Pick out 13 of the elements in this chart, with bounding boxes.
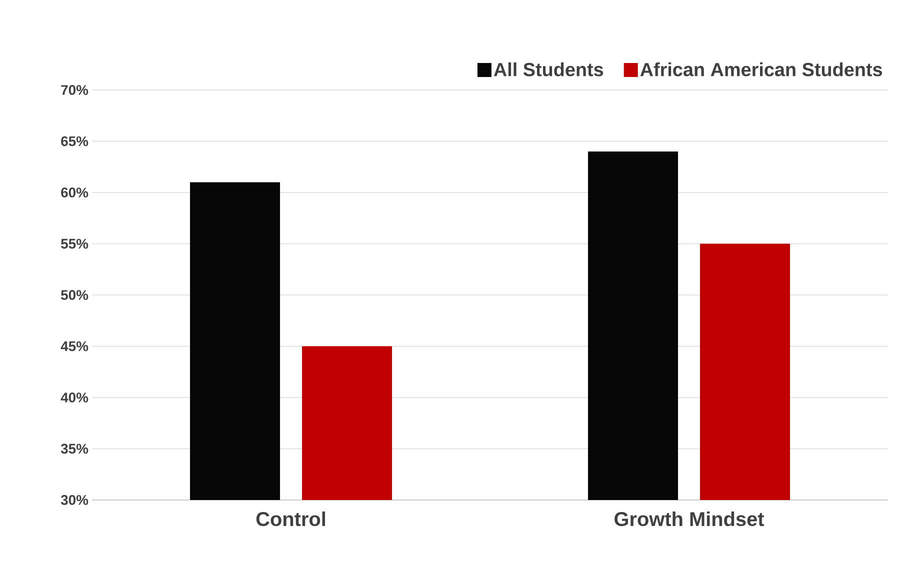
y-tick-label: 65%	[61, 136, 88, 146]
y-tick-label: 55%	[60, 238, 88, 249]
y-tick-label: 50%	[60, 290, 88, 300]
x-tick-label: Growth Mindset	[614, 512, 764, 526]
y-tick-label: 40%	[60, 392, 88, 402]
legend-label: African American Students	[640, 62, 882, 76]
x-tick-label: Control	[256, 512, 326, 526]
y-tick-label: 35%	[60, 444, 88, 454]
y-tick-label: 45%	[60, 341, 88, 352]
y-tick-label: 60%	[61, 188, 88, 198]
legend-label: All Students	[494, 62, 604, 76]
y-tick-label: 70%	[61, 85, 88, 95]
y-tick-label: 30%	[60, 495, 88, 505]
